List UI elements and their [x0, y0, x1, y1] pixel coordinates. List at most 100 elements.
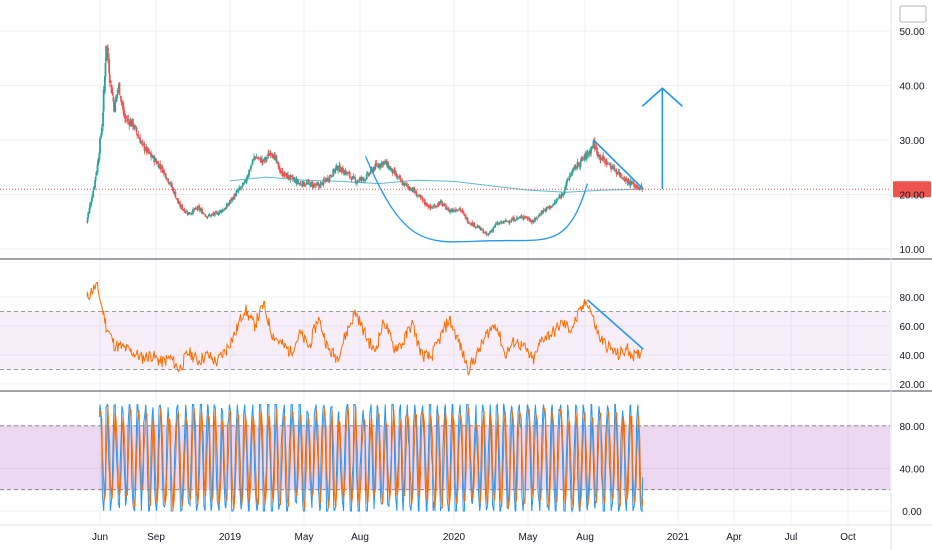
candle-body [633, 182, 636, 188]
candle-body [437, 203, 440, 206]
candle-body [443, 203, 446, 205]
candle-body [113, 102, 115, 111]
candle-body [306, 182, 309, 184]
candle-body [234, 194, 236, 197]
candle-body [342, 167, 344, 173]
candle-body [218, 212, 220, 214]
candle-body [110, 81, 112, 83]
candle-body [235, 192, 238, 197]
candle-body [121, 101, 124, 105]
candle-body [490, 230, 493, 233]
candle-body [172, 188, 175, 194]
candle-body [124, 114, 126, 119]
candle-body [190, 213, 193, 214]
candle-body [187, 212, 190, 215]
candle-body [189, 213, 191, 215]
candle-body [285, 172, 288, 178]
candle-body [621, 177, 623, 178]
candle-body [352, 176, 355, 178]
candle-body [597, 153, 600, 157]
candle-body [91, 197, 93, 202]
candle-body [357, 180, 360, 182]
candle-body [463, 214, 466, 216]
candle-body [489, 231, 491, 233]
candle-body [345, 171, 347, 175]
candle-body [434, 205, 436, 208]
candle-body [469, 223, 471, 224]
candle-body [139, 141, 142, 144]
candle-body [307, 180, 310, 183]
candle-body [471, 222, 474, 226]
currency-badge[interactable] [899, 5, 927, 23]
candle-body [266, 157, 268, 159]
candle-body [445, 205, 447, 210]
candle-body [570, 174, 573, 175]
candle-body [325, 178, 328, 181]
rsi-tick-label: 20.00 [899, 380, 924, 391]
candle-body [482, 229, 485, 234]
candle-body [581, 157, 584, 159]
candle-body [514, 220, 517, 222]
candle-body [495, 222, 498, 224]
candle-body [237, 189, 240, 192]
candle-body [483, 232, 485, 234]
candle-body [394, 170, 396, 175]
candle-body [176, 198, 179, 202]
candle-body [257, 158, 260, 160]
candle-body [245, 178, 248, 183]
candle-body [530, 220, 533, 223]
candle-body [440, 200, 443, 203]
candle-body [279, 171, 282, 173]
candle-body [540, 210, 543, 215]
candle-body [551, 205, 554, 207]
candle-body [132, 125, 135, 128]
time-tick-label: Aug [576, 532, 594, 543]
candle-body [432, 206, 435, 208]
candle-body [217, 214, 220, 215]
candle-body [153, 158, 156, 162]
candle-body [279, 168, 281, 172]
candle-body [572, 168, 575, 172]
candle-body [453, 210, 456, 212]
price-tick-label: 40.00 [899, 82, 924, 93]
candle-body [261, 160, 264, 162]
candle-body [555, 200, 558, 203]
candle-body [290, 175, 292, 177]
candle-body [251, 163, 254, 165]
candle-body [297, 182, 300, 184]
candle-body [529, 219, 532, 222]
candle-body [271, 153, 273, 155]
candle-body [192, 209, 195, 211]
candle-body [558, 196, 561, 198]
candle-body [233, 194, 236, 200]
candle-body [340, 171, 343, 173]
candle-body [382, 161, 385, 165]
candle-body [108, 58, 111, 73]
candle-body [548, 205, 551, 208]
candle-body [542, 209, 545, 213]
candle-body [246, 176, 249, 179]
candle-body [480, 227, 483, 231]
candle-body [94, 176, 97, 181]
candle-body [400, 180, 403, 182]
candle-body [159, 163, 162, 167]
candle-body [356, 181, 358, 184]
candle-body [369, 173, 372, 174]
candle-body [309, 182, 312, 187]
candle-body [277, 162, 280, 170]
candle-body [588, 150, 591, 155]
time-tick-label: Aug [351, 532, 369, 543]
candle-body [220, 210, 223, 212]
candle-body [513, 217, 515, 221]
candle-body [627, 179, 630, 183]
candle-body [544, 208, 547, 211]
candle-body [96, 164, 99, 173]
rsi-tick-label: 80.00 [899, 293, 924, 304]
candle-body [147, 148, 150, 153]
candle-body [322, 179, 325, 185]
candle-body [283, 173, 286, 176]
candle-body [227, 203, 230, 205]
candle-body [565, 182, 568, 187]
candle-body [102, 112, 104, 127]
